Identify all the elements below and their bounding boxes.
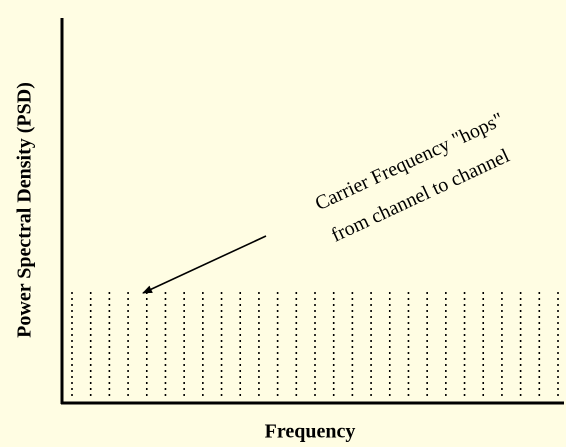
channel-columns bbox=[71, 292, 559, 399]
arrow bbox=[142, 235, 267, 294]
y-axis-label: Power Spectral Density (PSD) bbox=[14, 82, 36, 338]
x-axis-label: Frequency bbox=[265, 421, 356, 443]
